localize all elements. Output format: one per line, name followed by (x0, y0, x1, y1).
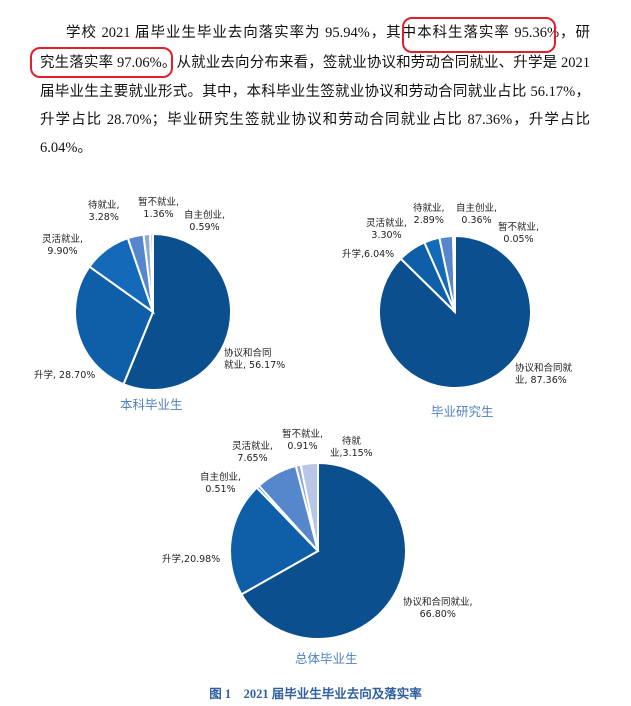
label-slice: 升学, 28.70% (34, 370, 96, 381)
pie-slice-升学 (74, 265, 155, 386)
label-slice: 自主创业, 0.36% (456, 203, 498, 226)
highlighted-graduate-rate: 究生落实率 97.06%。 (40, 55, 177, 71)
label-slice: 灵活就业, 9.90% (42, 234, 84, 257)
pie-slice-协议和合同就业 (240, 461, 407, 640)
label-slice: 协议和合同就业, 66.80% (403, 597, 473, 620)
paragraph-line-5: 6.04%。 (40, 140, 92, 156)
label-slice: 自主创业, 0.51% (200, 472, 242, 495)
paragraph-line-4: 升学占比 28.70%；毕业研究生签就业协议和劳动合同就业占比 87.36%，升… (40, 112, 590, 128)
label-slice: 暂不就业, 0.91% (282, 429, 324, 452)
label-slice: 升学,20.98% (162, 554, 221, 565)
text: 从就业去向分布来看，签就业协议和劳动合同就业、升学是 2021 (176, 55, 591, 71)
label-slice: 自主创业, 0.59% (184, 210, 226, 233)
label-slice: 灵活就业, 7.65% (232, 441, 274, 464)
pie-slice-待就业 (299, 461, 319, 552)
label-slice: 灵活就业, 3.30% (366, 218, 408, 241)
pie-overall (229, 461, 407, 640)
paragraph-line-2: 究生落实率 97.06%。从就业去向分布来看，签就业协议和劳动合同就业、升学是 … (40, 54, 590, 72)
label-slice: 暂不就业, 1.36% (138, 197, 180, 220)
paragraph-line-3: 届毕业生主要就业形式。其中，本科毕业生签就业协议和劳动合同就业占比 56.17%… (40, 84, 590, 100)
highlighted-undergrad-rate: 本科生落实率 95.36%， (417, 25, 576, 41)
pie-slice-升学 (229, 486, 320, 596)
figure-caption: 图 1 2021 届毕业生毕业去向及落实率 (209, 687, 422, 701)
chart-title-overall: 总体毕业生 (295, 651, 358, 666)
text: 学校 2021 届毕业生毕业去向落实率为 95.94%，其中 (66, 25, 418, 41)
label-slice: 升学,6.04% (342, 249, 395, 260)
pie-undergrad (74, 232, 232, 391)
label-slice: 暂不就业, 0.05% (498, 222, 540, 245)
label-slice: 协议和合同 就业, 56.17% (224, 348, 286, 371)
chart-title-undergrad: 本科毕业生 (120, 397, 183, 412)
label-slice: 待就业, 3.28% (88, 200, 120, 223)
pie-graduate (378, 234, 532, 389)
label-slice: 待就业, 2.89% (413, 203, 445, 226)
text: 研 (575, 25, 591, 41)
highlight-box-undergrad (402, 17, 556, 53)
chart-title-graduate: 毕业研究生 (431, 404, 494, 419)
pie-slice-自主创业 (149, 232, 154, 313)
label-slice: 协议和合同就 业, 87.36% (515, 363, 573, 386)
label-slice: 待就 业,3.15% (330, 436, 373, 459)
paragraph-line-1: 学校 2021 届毕业生毕业去向落实率为 95.94%，其中本科生落实率 95.… (66, 24, 590, 42)
highlight-box-graduate (30, 47, 173, 78)
pie-slice-协议和合同就业 (122, 232, 232, 391)
